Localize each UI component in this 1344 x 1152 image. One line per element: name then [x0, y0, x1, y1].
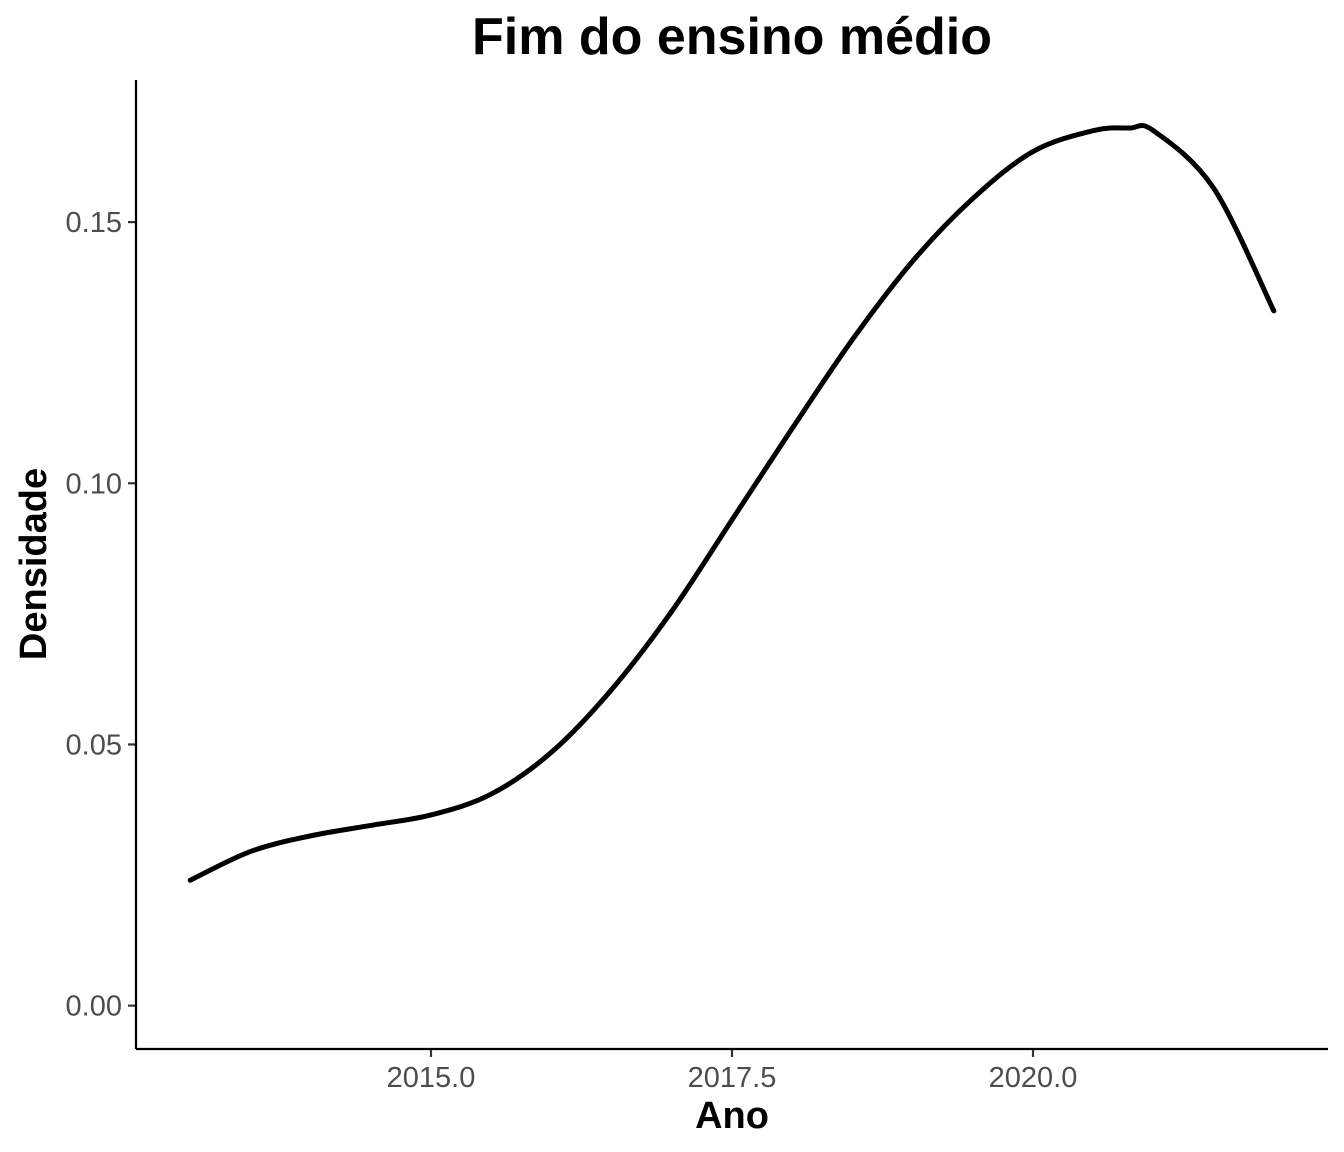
x-axis-ticks: 2015.0 2017.5 2020.0: [387, 1049, 1078, 1094]
x-tick-label: 2017.5: [688, 1062, 777, 1094]
y-axis-title: Densidade: [13, 468, 55, 660]
x-axis-title: Ano: [695, 1095, 769, 1137]
chart-title: Fim do ensino médio: [472, 8, 992, 66]
y-tick-label: 0.00: [66, 991, 122, 1023]
x-tick-label: 2020.0: [989, 1062, 1078, 1094]
density-line: [187, 122, 1277, 883]
y-tick-label: 0.05: [66, 729, 122, 761]
y-tick-label: 0.10: [66, 468, 122, 500]
y-axis-ticks: 0.00 0.05 0.10 0.15: [66, 207, 136, 1023]
x-tick-label: 2015.0: [387, 1062, 476, 1094]
y-tick-label: 0.15: [66, 207, 122, 239]
